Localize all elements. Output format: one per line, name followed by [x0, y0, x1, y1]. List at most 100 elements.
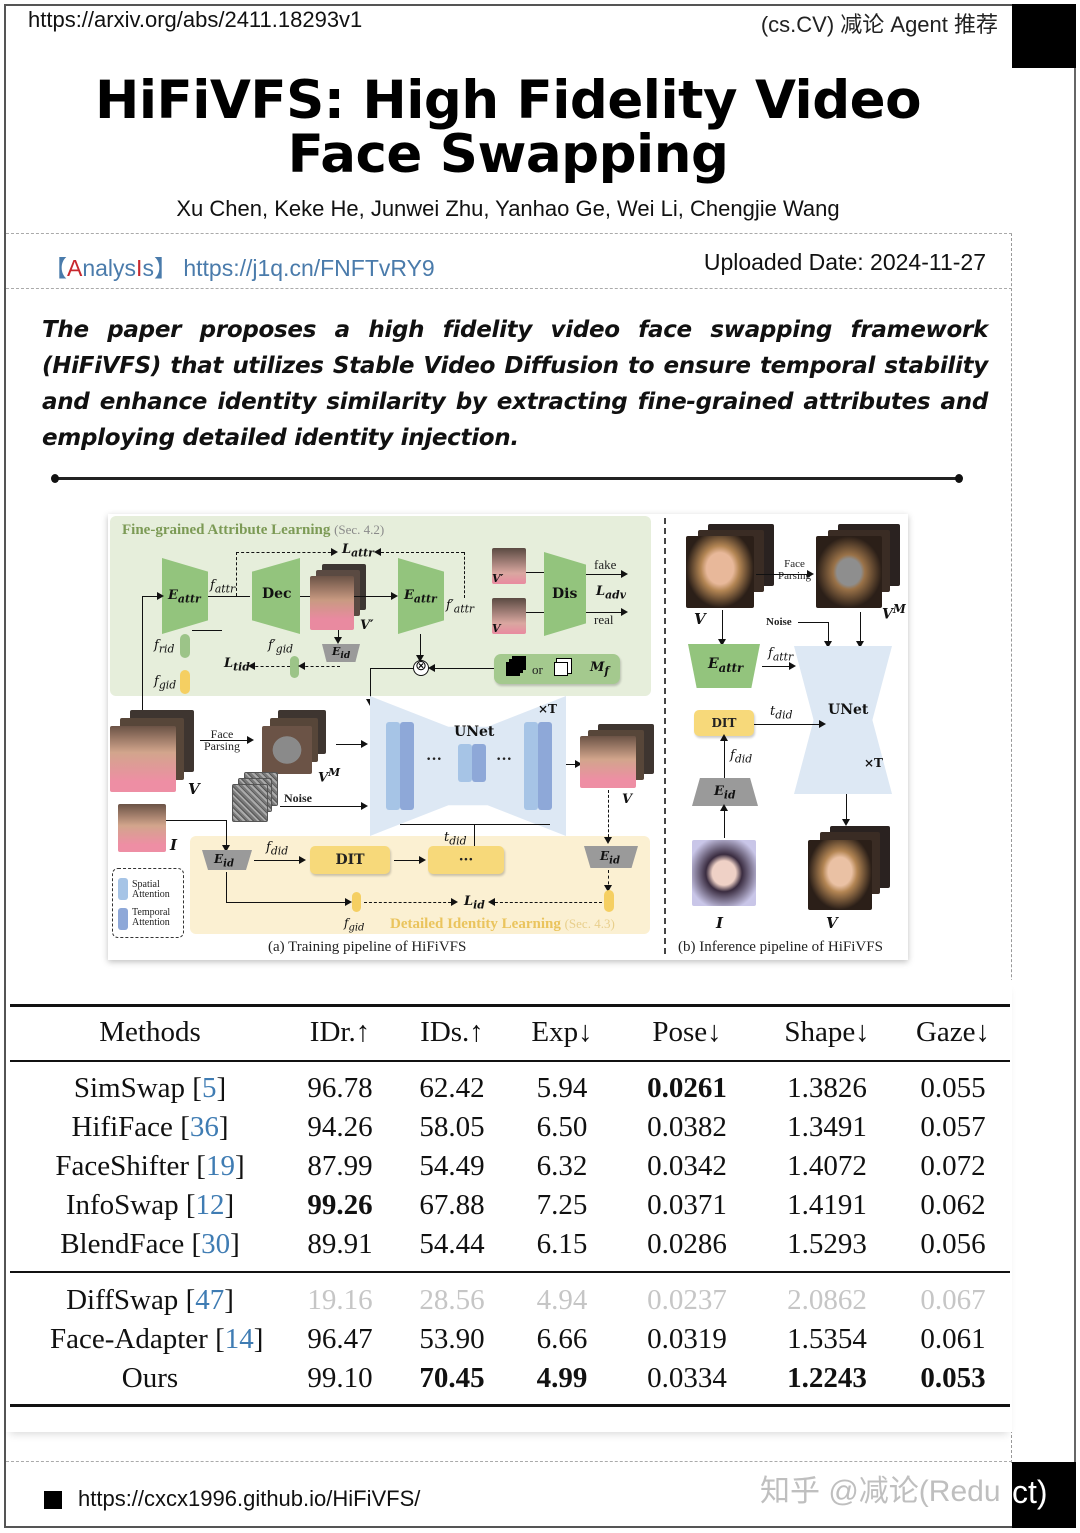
- header-methods: Methods: [99, 1016, 201, 1048]
- temporal-attention-bar: [400, 722, 414, 810]
- citation-link[interactable]: 30: [201, 1228, 231, 1260]
- table-header-rule: [10, 1060, 1010, 1062]
- dashed-divider: [6, 288, 1012, 289]
- figure-separator: [664, 518, 666, 954]
- value-cell: 1.4191: [787, 1189, 867, 1221]
- temporal-attention-swatch: [118, 908, 128, 930]
- dil-title: Detailed Identity Learning (Sec. 4.3): [390, 916, 615, 932]
- section-divider: [51, 474, 963, 483]
- arrow: [334, 630, 342, 644]
- citation-link[interactable]: 14: [224, 1323, 254, 1355]
- value-cell: 6.15: [536, 1228, 588, 1260]
- arrow: [370, 668, 414, 669]
- arrow: [842, 794, 850, 826]
- arrow: [394, 856, 426, 864]
- arrow: [720, 804, 728, 838]
- dashed-arrow: [248, 662, 290, 670]
- citation-link[interactable]: 36: [189, 1111, 219, 1143]
- arrow: [428, 664, 494, 672]
- f-attr-prime-label: f′attr: [446, 598, 475, 616]
- dashed-divider: [6, 1461, 1012, 1462]
- value-cell: 96.78: [307, 1072, 373, 1104]
- bullet-square-icon: [44, 1491, 62, 1509]
- value-cell: 99.26: [307, 1189, 373, 1221]
- spatial-attention-label: Spatial Attention: [132, 879, 170, 900]
- method-cell: FaceShifter [19]: [55, 1150, 245, 1182]
- arrow: [474, 824, 475, 852]
- spatial-attention-bar: [458, 744, 472, 782]
- header-gaze: Gaze↓: [915, 1016, 991, 1048]
- identity-learning-panel: [190, 836, 650, 934]
- times-t-label: ×T: [864, 756, 883, 770]
- identity-tokens-block: ···: [428, 846, 504, 874]
- value-cell: 0.056: [920, 1228, 986, 1260]
- value-cell: 0.053: [920, 1362, 986, 1394]
- citation-link[interactable]: 19: [205, 1150, 235, 1182]
- arrow: [856, 612, 864, 648]
- dashed-arrow: [488, 898, 602, 906]
- value-cell: 94.26: [307, 1111, 373, 1143]
- arrow: [142, 596, 143, 716]
- value-cell: 28.56: [419, 1284, 485, 1316]
- bracket-close: 】: [153, 255, 177, 281]
- arrow: [416, 634, 424, 662]
- arrow: [756, 570, 814, 578]
- black-mask-icon: [506, 662, 520, 676]
- value-cell: 0.057: [920, 1111, 986, 1143]
- dashed-arrow: [374, 548, 464, 556]
- dashed-arrow: [298, 662, 340, 670]
- value-cell: 6.66: [536, 1323, 588, 1355]
- project-link[interactable]: https://cxcx1996.github.io/HiFiVFS/: [78, 1486, 421, 1511]
- analysis-letter-i: I: [136, 255, 143, 281]
- citation-link[interactable]: 5: [201, 1072, 217, 1104]
- arrow: [280, 802, 368, 810]
- analysis-link-row[interactable]: 【AnalysIs】 https://j1q.cn/FNFTvRY9: [44, 249, 435, 283]
- analysis-url[interactable]: https://j1q.cn/FNFTvRY9: [183, 255, 435, 281]
- spatial-attention-swatch: [118, 878, 128, 900]
- right-dashed-guide: [1011, 233, 1012, 1463]
- dashed-line: [464, 552, 465, 598]
- id-encoder-block: [202, 850, 252, 870]
- id-encoder-block: [322, 644, 360, 662]
- citation-link[interactable]: 47: [195, 1284, 225, 1316]
- gid-feature-pill: [352, 892, 361, 912]
- f-attr-label: fattr: [210, 578, 236, 596]
- analysis-letter-a: A: [67, 255, 83, 281]
- value-cell: 0.0342: [647, 1150, 727, 1182]
- source-image: [118, 804, 166, 852]
- arrow: [718, 610, 726, 646]
- f-gid-label: fgid: [154, 674, 177, 692]
- arrow: [824, 622, 832, 648]
- attr-encoder-block-2: [398, 558, 444, 634]
- value-cell: 0.055: [920, 1072, 986, 1104]
- spatial-attention-bar: [524, 722, 538, 810]
- arxiv-link[interactable]: https://arxiv.org/abs/2411.18293v1: [28, 7, 363, 32]
- or-label: or: [532, 662, 543, 677]
- header-idr: IDr.↑: [309, 1016, 371, 1048]
- citation-link[interactable]: 12: [195, 1189, 225, 1221]
- value-cell: 19.16: [307, 1284, 373, 1316]
- value-cell: 0.0371: [647, 1189, 727, 1221]
- l-tid-label: Ltid: [224, 656, 250, 674]
- value-cell: 1.3826: [787, 1072, 867, 1104]
- value-cell: 1.2243: [787, 1362, 867, 1394]
- arrow: [354, 592, 398, 600]
- v-t-prime-small-label: V′: [492, 572, 504, 585]
- value-cell: 67.88: [419, 1189, 485, 1221]
- header-ids: IDs.↑: [420, 1016, 484, 1048]
- ellipsis: ···: [496, 751, 513, 768]
- value-cell: 0.072: [920, 1150, 986, 1182]
- arrow: [720, 734, 728, 778]
- dis-label: Dis: [552, 586, 578, 602]
- value-cell: 0.0237: [647, 1284, 727, 1316]
- v-t-label: V: [188, 780, 200, 798]
- value-cell: 99.10: [307, 1362, 373, 1394]
- header-pose: Pose↓: [652, 1016, 722, 1048]
- watermark: 知乎 @减论(Redu: [760, 1475, 1001, 1508]
- v-t-small-label: V: [492, 622, 501, 635]
- dashed-arrow: [364, 898, 458, 906]
- target-face-thumb: [492, 598, 526, 634]
- inference-target-image: [686, 536, 754, 608]
- table-header-row: Methods IDr.↑ IDs.↑ Exp↓ Pose↓ Shape↓ Ga…: [10, 1016, 1010, 1055]
- method-cell: BlendFace [30]: [60, 1228, 240, 1260]
